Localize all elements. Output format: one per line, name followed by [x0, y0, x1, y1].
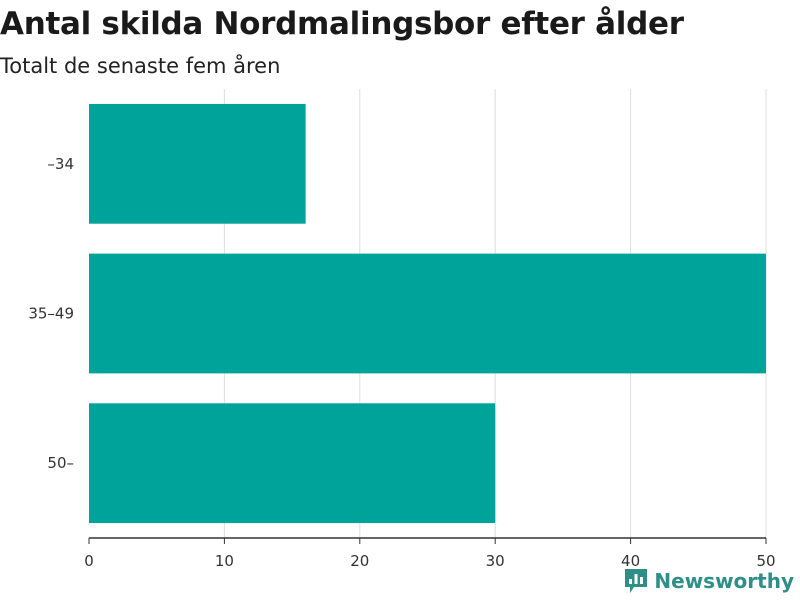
x-tick-label: 40 [621, 552, 640, 570]
y-tick-label: 35–49 [28, 305, 74, 323]
y-axis-labels: –34 35–49 50– [28, 155, 74, 472]
y-tick-label: 50– [47, 454, 74, 472]
chart-title: Antal skilda Nordmalingsbor efter ålder [0, 6, 684, 42]
bar [89, 103, 306, 224]
y-tick-label: –34 [47, 155, 74, 173]
x-tick-label: 20 [350, 552, 369, 570]
newsworthy-logo-icon [625, 569, 648, 593]
chart-subtitle: Totalt de senaste fem åren [0, 54, 281, 78]
bar [89, 253, 766, 374]
x-tick-label: 10 [215, 552, 234, 570]
x-axis: 0 10 20 30 40 50 [84, 537, 776, 570]
bars [89, 103, 766, 524]
x-tick-label: 30 [486, 552, 505, 570]
x-tick-label: 50 [756, 552, 775, 570]
bar [89, 403, 496, 524]
newsworthy-brand: Newsworthy [624, 568, 794, 594]
brand-name: Newsworthy [654, 569, 794, 593]
x-tick-label: 0 [84, 552, 94, 570]
